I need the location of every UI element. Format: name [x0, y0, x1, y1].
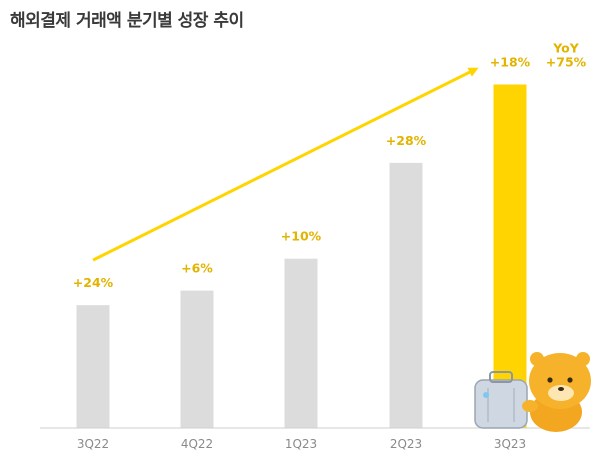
trend-arrow [92, 67, 479, 262]
bar-1q23 [284, 258, 318, 428]
data-label-3q23: +18% [490, 55, 531, 70]
data-label-2q23: +28% [386, 133, 427, 148]
tick-label-4q22: 4Q22 [181, 437, 213, 451]
bar-2q23 [389, 162, 423, 429]
data-label-1q23: +10% [281, 229, 322, 244]
yoy-value: +75% [546, 55, 587, 70]
yoy-label: YoY [552, 41, 579, 56]
tick-label-1q23: 1Q23 [285, 437, 317, 451]
data-label-4q22: +6% [181, 261, 213, 276]
labels-layer: +24% 3Q22 +6% 4Q22 +10% 1Q23 +28% 2Q23 +18% 3Q23 Y… [73, 41, 587, 451]
tick-label-3q22: 3Q22 [77, 437, 109, 451]
tick-label-2q23: 2Q23 [390, 437, 422, 451]
bars-layer [76, 84, 527, 429]
data-label-3q22: +24% [73, 275, 114, 290]
bar-4q22 [180, 290, 214, 428]
chart-title: 해외결제 거래액 분기별 성장 추이 [10, 11, 244, 31]
lion-mascot-icon [474, 352, 591, 432]
tick-label-3q23: 3Q23 [494, 437, 526, 451]
bar-3q22 [76, 305, 110, 428]
bar-3q23 [493, 84, 527, 428]
